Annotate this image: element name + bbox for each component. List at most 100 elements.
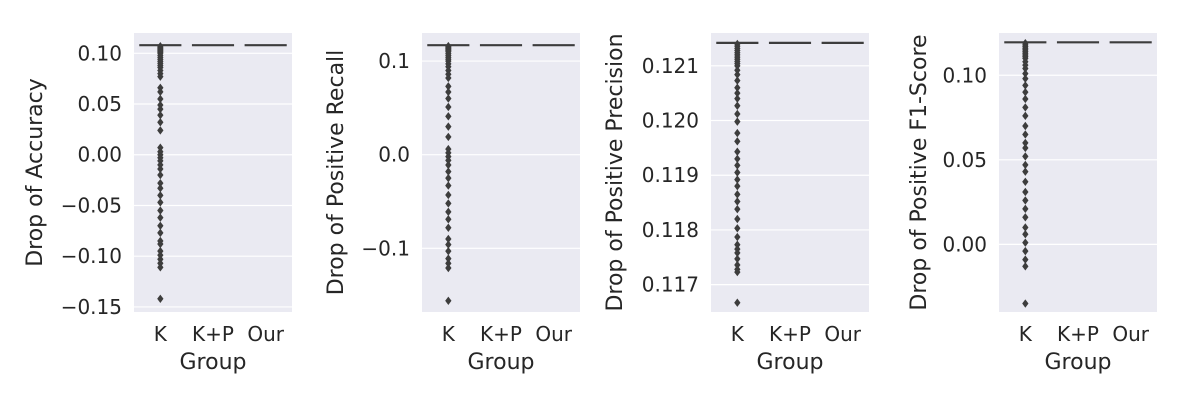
outlier-point — [445, 215, 452, 224]
x-axis-label: Group — [1045, 350, 1112, 375]
outlier-point — [734, 248, 741, 258]
outlier-point — [1022, 130, 1029, 139]
outlier-point — [445, 254, 452, 263]
y-axis-label: Drop of Positive Recall — [324, 50, 349, 296]
y-tick-label: 0.00 — [942, 232, 987, 256]
outlier-point — [445, 82, 452, 91]
outlier-point — [1022, 152, 1029, 161]
outlier-point — [445, 181, 452, 190]
outlier-point — [445, 234, 452, 244]
outlier-point — [1022, 94, 1029, 104]
y-tick-label: 0.118 — [642, 218, 699, 242]
x-tick-label: K+P — [192, 322, 234, 346]
outlier-point — [734, 147, 741, 156]
x-tick-label: K+P — [480, 322, 522, 346]
outlier-point — [445, 259, 452, 268]
outlier-point — [734, 224, 741, 233]
outlier-point — [445, 190, 452, 200]
y-tick-label: −0.10 — [61, 244, 122, 268]
x-tick-label: K+P — [769, 322, 811, 346]
outlier-point — [157, 118, 164, 127]
outlier-point — [734, 117, 741, 126]
outlier-point — [1022, 187, 1029, 197]
outlier-point — [734, 70, 741, 79]
outlier-point — [1022, 69, 1029, 78]
outlier-point — [157, 94, 164, 104]
outlier-point — [1022, 238, 1029, 247]
outlier-point — [445, 160, 452, 170]
outlier-point — [157, 191, 164, 200]
outlier-point — [734, 66, 741, 75]
outlier-point — [445, 296, 452, 305]
outlier-point — [734, 267, 741, 277]
outlier-point — [157, 221, 164, 230]
outlier-point — [1022, 196, 1029, 205]
outlier-point — [1022, 255, 1029, 264]
outlier-point — [1022, 177, 1029, 186]
outlier-point — [1022, 87, 1029, 97]
outlier-point — [734, 204, 741, 214]
x-tick-label: Our — [247, 322, 284, 346]
outlier-point — [445, 199, 452, 208]
x-axis-label: Group — [468, 350, 535, 375]
x-axis-label: Group — [180, 350, 247, 375]
x-tick-label: Our — [535, 322, 572, 346]
outlier-point — [1022, 246, 1029, 256]
outlier-point — [1022, 262, 1029, 271]
y-tick-label: 0.121 — [642, 54, 699, 78]
y-tick-label: −0.05 — [61, 193, 122, 217]
outlier-point — [445, 173, 452, 183]
outlier-point — [445, 207, 452, 217]
outlier-point — [157, 72, 164, 81]
y-tick-label: 0.00 — [77, 143, 122, 167]
outlier-point — [445, 246, 452, 256]
outlier-point — [445, 102, 452, 112]
outlier-point — [157, 213, 164, 222]
x-tick-label: K — [442, 322, 456, 346]
x-axis-label: Group — [757, 350, 824, 375]
plot-background — [134, 33, 292, 312]
x-tick-label: K — [1019, 322, 1033, 346]
outlier-point — [1022, 81, 1029, 90]
outlier-point — [445, 132, 452, 142]
outlier-point — [445, 263, 452, 273]
outlier-point — [157, 104, 164, 114]
outlier-point — [157, 110, 164, 120]
outlier-point — [445, 156, 452, 165]
y-tick-label: 0.1 — [378, 49, 410, 73]
y-tick-label: 0.10 — [942, 63, 987, 87]
y-tick-label: 0.117 — [642, 273, 699, 297]
outlier-point — [445, 122, 452, 131]
outlier-point — [157, 87, 164, 97]
outlier-point — [734, 197, 741, 206]
outlier-point — [1022, 230, 1029, 239]
outlier-point — [1022, 111, 1029, 121]
outlier-point — [734, 76, 741, 85]
outlier-point — [445, 112, 452, 121]
outlier-point — [1022, 167, 1029, 176]
y-axis-label: Drop of Positive Precision — [603, 33, 628, 311]
outlier-point — [734, 240, 741, 249]
y-tick-label: 0.120 — [642, 109, 699, 133]
outlier-point — [1022, 143, 1029, 153]
outlier-point — [734, 83, 741, 92]
outlier-point — [445, 73, 452, 83]
outlier-point — [445, 87, 452, 97]
outlier-point — [734, 154, 741, 164]
outlier-point — [1022, 64, 1029, 73]
outlier-point — [734, 190, 741, 199]
y-tick-label: −0.15 — [61, 295, 122, 319]
outlier-point — [1022, 138, 1029, 148]
outlier-point — [734, 168, 741, 177]
outlier-point — [734, 254, 741, 264]
outlier-point — [734, 109, 741, 119]
outlier-point — [1022, 204, 1029, 214]
x-tick-label: Our — [824, 322, 861, 346]
y-tick-label: 0.05 — [77, 92, 122, 116]
outlier-point — [734, 137, 741, 146]
outlier-point — [734, 175, 741, 184]
outlier-point — [734, 214, 741, 224]
